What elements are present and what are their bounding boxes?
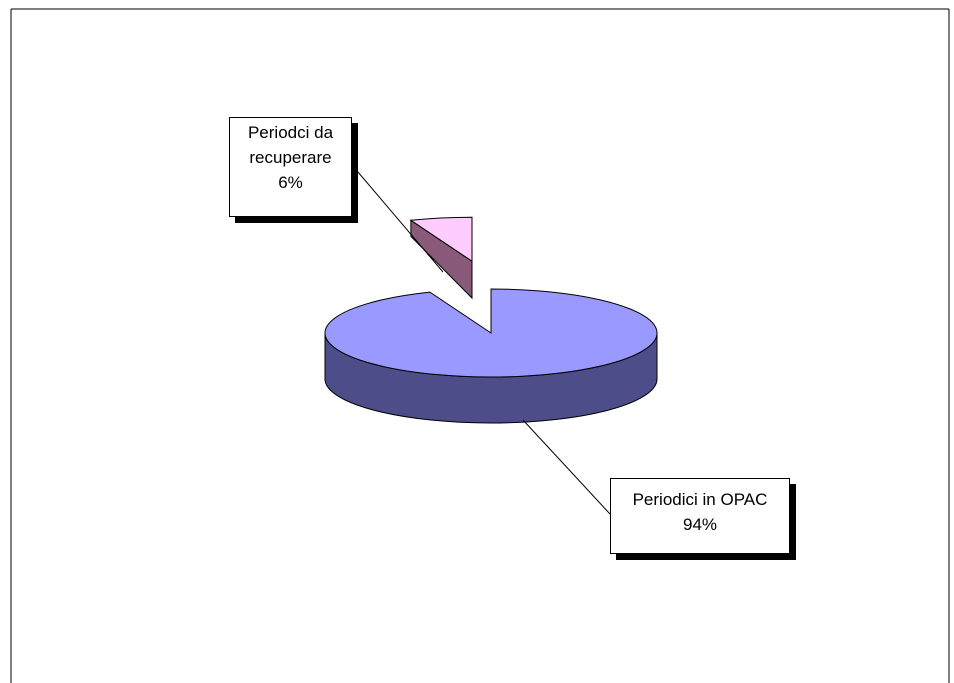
label-percent: 94% [682,515,718,534]
label-line-2: recuperare [249,148,332,167]
data-label-periodici-da-recuperare: Periodci da recuperare 6% [229,117,352,217]
label-line-1: Periodci da [247,123,334,142]
leader-line-large [522,419,611,515]
pie-slice-periodici-in-opac [324,288,658,378]
leader-line-small [351,164,444,273]
pie-slice-periodici-da-recuperare [409,216,473,263]
pie-chart [324,216,658,424]
label-line-1: Periodici in OPAC [632,490,768,509]
data-label-periodici-in-opac: Periodici in OPAC 94% [610,478,790,554]
label-percent: 6% [278,173,303,192]
